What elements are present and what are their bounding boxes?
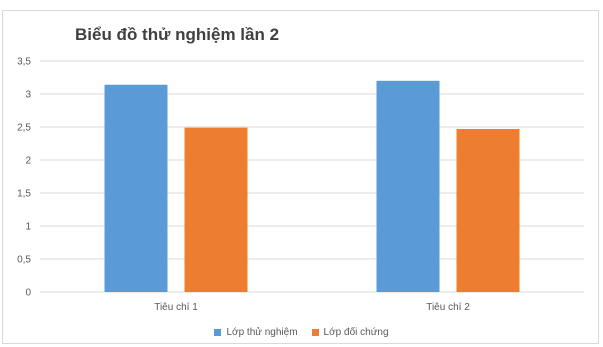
legend-label: Lớp thử nghiệm [226, 327, 298, 338]
legend-item: Lớp đối chứng [311, 327, 389, 338]
y-tick-label: 2,5 [17, 123, 31, 134]
x-axis-ticks: Tiêu chí 1 Tiêu chí 2 [154, 302, 470, 313]
bar [376, 80, 440, 292]
legend-label: Lớp đối chứng [323, 327, 389, 338]
y-tick-label: 1 [25, 222, 31, 233]
bars [104, 80, 520, 292]
x-tick-label: Tiêu chí 2 [426, 302, 470, 313]
y-tick-label: 3 [25, 90, 31, 101]
chart-title: Biểu đồ thử nghiệm lần 2 [75, 25, 280, 44]
y-tick-label: 0 [25, 288, 31, 299]
y-tick-label: 0,5 [17, 255, 31, 266]
bar [456, 128, 520, 292]
legend-swatch [214, 329, 222, 336]
y-axis-ticks: 0 0,5 1 1,5 2 2,5 3 3,5 [17, 57, 31, 299]
legend-item: Lớp thử nghiệm [214, 327, 298, 338]
legend-swatch [311, 329, 319, 336]
y-tick-label: 3,5 [17, 57, 31, 68]
y-tick-label: 2 [25, 156, 31, 167]
x-tick-label: Tiêu chí 1 [154, 302, 198, 313]
y-tick-label: 1,5 [17, 189, 31, 200]
legend: Lớp thử nghiệm Lớp đối chứng [0, 327, 603, 338]
bar [104, 84, 168, 292]
bar [184, 127, 248, 292]
